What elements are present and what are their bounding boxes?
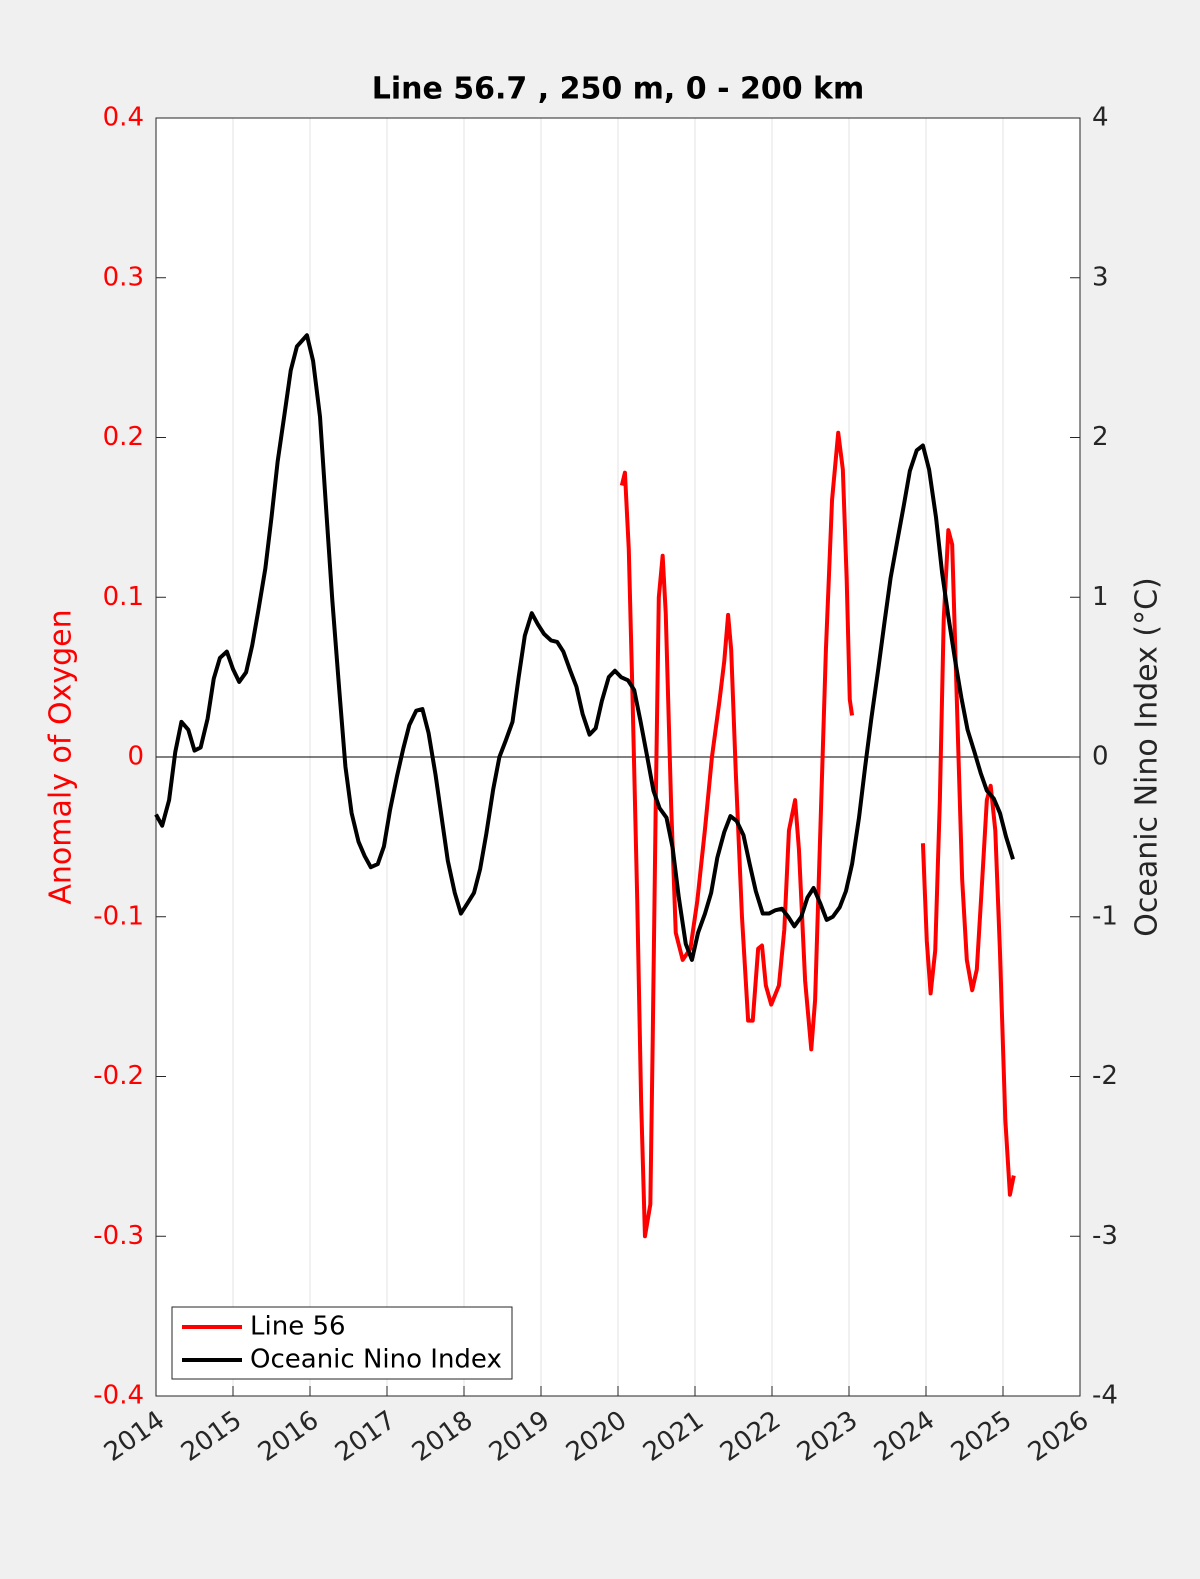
- chart-title: Line 56.7 , 250 m, 0 - 200 km: [372, 72, 865, 107]
- legend-label: Line 56: [250, 1312, 346, 1342]
- y2-tick-label: 2: [1092, 422, 1109, 452]
- legend-label: Oceanic Nino Index: [250, 1345, 502, 1375]
- axes-box: [155, 117, 1081, 1397]
- y-tick-label: -0.4: [93, 1381, 144, 1411]
- series-line: [619, 430, 1016, 1239]
- y-tick-label: 0: [127, 742, 144, 772]
- y2-tick-label: 3: [1092, 262, 1109, 292]
- y-tick-label: -0.1: [93, 901, 144, 931]
- y-tick-label: 0.3: [103, 262, 144, 292]
- y2-tick-label: 4: [1092, 103, 1109, 133]
- series-line: [154, 333, 1015, 962]
- y-tick-label: 0.1: [103, 582, 144, 612]
- y2-axis-label: Oceanic Nino Index (°C): [1130, 577, 1165, 937]
- y2-tick-label: 1: [1092, 582, 1109, 612]
- y2-tick-label: -3: [1092, 1221, 1118, 1251]
- y-axis-label: Anomaly of Oxygen: [44, 609, 79, 904]
- y-tick-label: -0.3: [93, 1221, 144, 1251]
- y2-tick-label: -2: [1092, 1061, 1118, 1091]
- y-tick-label: 0.2: [103, 422, 144, 452]
- y2-tick-label: -4: [1092, 1381, 1118, 1411]
- legend-box: [171, 1306, 513, 1380]
- y-tick-label: 0.4: [103, 103, 144, 133]
- y2-tick-label: 0: [1092, 742, 1109, 772]
- y2-tick-label: -1: [1092, 901, 1118, 931]
- y-tick-label: -0.2: [93, 1061, 144, 1091]
